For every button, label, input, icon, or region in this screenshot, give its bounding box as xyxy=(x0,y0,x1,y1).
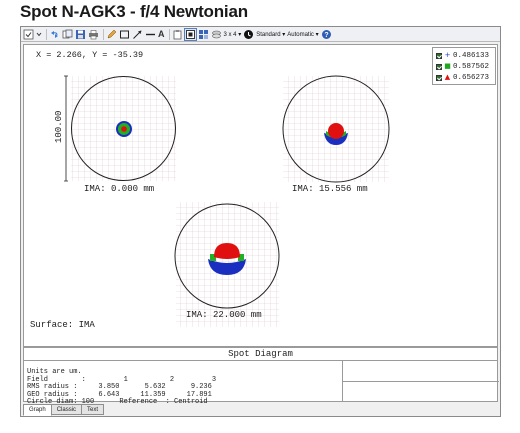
automatic-dropdown[interactable]: Automatic ▾ xyxy=(287,31,318,38)
footer-line: Circle diam: 100 Reference : Centroid xyxy=(27,398,208,407)
spot-field-3: IMA: 22.000 mm xyxy=(174,202,280,327)
footer-line: Field : 1 2 3 xyxy=(27,375,217,384)
zoom-fit-icon[interactable] xyxy=(183,27,197,41)
spot-field-2: IMA: 15.556 mm xyxy=(282,75,390,194)
spot-diagram-canvas[interactable]: X = 2.266, Y = -35.39 IMA: 0.000 mm 100.… xyxy=(24,45,497,346)
spot-field-1: IMA: 0.000 mm xyxy=(71,76,176,194)
wavelength-value: 0.587562 xyxy=(453,62,490,71)
toolbar: A 3 x 4 ▾ Standard ▾ Automatic ▾ ? xyxy=(21,27,500,42)
print-icon[interactable] xyxy=(88,29,99,40)
airy-circle xyxy=(282,75,390,183)
airy-circle xyxy=(174,203,280,309)
footer-line: RMS radius : 3.850 5.632 9.236 xyxy=(27,383,212,392)
automatic-label: Automatic xyxy=(287,31,314,38)
wavelength-legend: + 0.486133 ■ 0.587562 ▲ 0.656273 xyxy=(432,47,496,85)
spot-label: IMA: 15.556 mm xyxy=(292,184,368,194)
footer-title: Spot Diagram xyxy=(24,347,497,361)
footer-divider xyxy=(342,381,499,382)
window-title: Spot N-AGK3 - f/4 Newtonian xyxy=(20,2,248,21)
footer-line: GEO radius : 6.643 11.359 17.891 xyxy=(27,390,212,399)
copy-icon[interactable] xyxy=(62,29,73,40)
arrow-icon[interactable] xyxy=(132,29,143,40)
tab-text[interactable]: Text xyxy=(81,404,105,415)
scale-bar-label: 100.00 xyxy=(54,111,64,143)
tab-graph[interactable]: Graph xyxy=(23,404,52,416)
spot-red xyxy=(121,126,127,132)
clock-icon[interactable] xyxy=(243,29,254,40)
tab-classic[interactable]: Classic xyxy=(50,404,83,415)
footer-line: Units are um. xyxy=(27,368,82,376)
checkbox-icon[interactable] xyxy=(436,52,442,59)
wavelength-value: 0.656273 xyxy=(453,73,490,82)
legend-item[interactable]: + 0.486133 xyxy=(436,50,492,61)
airy-circle xyxy=(71,76,176,181)
legend-item[interactable]: ■ 0.587562 xyxy=(436,61,492,72)
chevron-down-icon: ▾ xyxy=(315,31,319,38)
refresh-icon[interactable] xyxy=(49,29,60,40)
settings-icon[interactable] xyxy=(23,29,34,40)
square-marker-icon: ■ xyxy=(444,62,451,70)
text-icon[interactable]: A xyxy=(158,29,165,39)
spot-green xyxy=(210,254,244,261)
chevron-down-icon: ▾ xyxy=(282,31,286,38)
triangle-marker-icon: ▲ xyxy=(444,73,451,81)
layout-dropdown[interactable]: 3 x 4 ▾ xyxy=(224,31,242,38)
wavelength-value: 0.486133 xyxy=(453,51,490,60)
standard-label: Standard xyxy=(256,31,281,38)
save-icon[interactable] xyxy=(75,29,86,40)
checkbox-icon[interactable] xyxy=(436,74,442,81)
surface-label: Surface: IMA xyxy=(30,320,95,330)
rectangle-icon[interactable] xyxy=(119,29,130,40)
toolbar-separator xyxy=(46,28,47,40)
help-label: ? xyxy=(324,32,328,39)
toolbar-separator xyxy=(168,28,170,40)
view-tabs: Graph Classic Text xyxy=(23,404,105,416)
cursor-readout: X = 2.266, Y = -35.39 xyxy=(36,50,143,60)
line-icon[interactable] xyxy=(145,29,156,40)
toolbar-separator xyxy=(103,28,104,40)
chevron-down-icon[interactable] xyxy=(36,29,42,40)
spot-label: IMA: 0.000 mm xyxy=(84,184,154,194)
checkbox-icon[interactable] xyxy=(436,63,442,70)
scale-bar: 100.00 xyxy=(54,75,68,182)
chevron-down-icon: ▾ xyxy=(238,31,242,38)
pencil-icon[interactable] xyxy=(106,29,117,40)
legend-item[interactable]: ▲ 0.656273 xyxy=(436,72,492,83)
spot-label: IMA: 22.000 mm xyxy=(186,310,262,320)
spot-red xyxy=(328,123,344,139)
spot-red xyxy=(214,243,240,259)
clipboard-icon[interactable] xyxy=(172,29,183,40)
spot-blue xyxy=(208,259,246,275)
layout-label: 3 x 4 xyxy=(223,31,237,38)
footer-info-text: Units are um. Field : 1 2 3 RMS radius : 3… xyxy=(27,368,217,407)
grid-icon[interactable] xyxy=(198,29,209,40)
help-icon[interactable]: ? xyxy=(321,29,332,40)
spot-diagram-window: A 3 x 4 ▾ Standard ▾ Automatic ▾ ? xyxy=(20,26,501,417)
standard-dropdown[interactable]: Standard ▾ xyxy=(256,31,285,38)
spot-diagram-plot[interactable]: X = 2.266, Y = -35.39 IMA: 0.000 mm 100.… xyxy=(23,44,498,347)
layers-icon[interactable] xyxy=(211,29,222,40)
cross-marker-icon: + xyxy=(444,51,451,59)
